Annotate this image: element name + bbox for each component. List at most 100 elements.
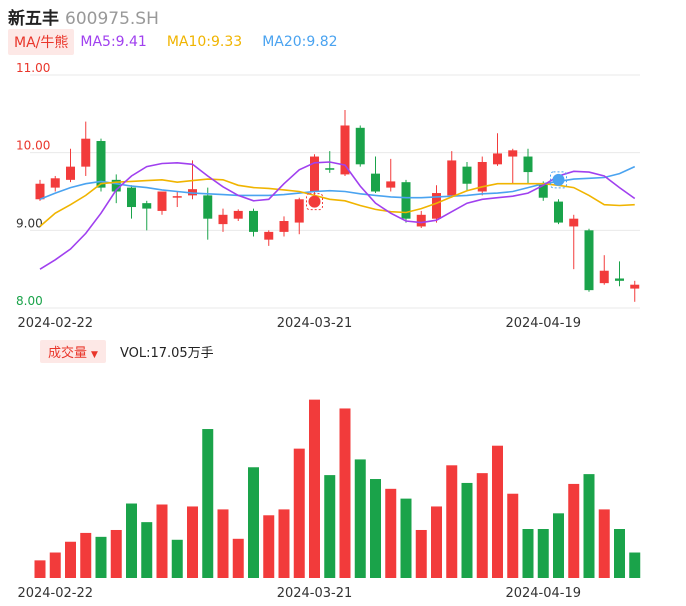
volume-value: VOL:17.05万手: [119, 345, 214, 361]
volume-bar: [49, 552, 61, 578]
ma5-legend: MA5:9.41: [80, 34, 147, 50]
volume-bar: [263, 515, 275, 578]
candle: [401, 182, 411, 219]
x-tick-label: 2024-03-21: [277, 316, 353, 331]
ma-legend: MA/牛熊 MA5:9.41 MA10:9.33 MA20:9.82: [8, 29, 358, 55]
bear-marker-frame: [550, 171, 567, 189]
candle: [569, 218, 579, 227]
candle: [127, 187, 136, 208]
volume-bar: [34, 560, 46, 578]
candle: [462, 166, 472, 184]
bull-marker-frame: [306, 193, 323, 211]
volume-bar: [156, 504, 168, 578]
candle: [584, 230, 594, 291]
candle: [233, 210, 243, 219]
stock-code: 600975.SH: [65, 9, 159, 29]
volume-bar: [80, 532, 92, 578]
candle: [523, 156, 533, 173]
candle: [416, 214, 426, 227]
volume-bar: [385, 488, 397, 578]
candle: [554, 201, 563, 223]
candle: [50, 178, 60, 188]
volume-bar: [187, 506, 198, 578]
stock-header: 新五丰 600975.SH: [8, 4, 159, 29]
candle: [371, 173, 380, 192]
volume-legend: 成交量 ▼ VOL:17.05万手: [40, 339, 214, 363]
candle: [218, 214, 228, 225]
candle: [615, 278, 624, 281]
volume-bar: [461, 482, 473, 578]
volume-bar: [629, 552, 641, 578]
ma-indicator-selector[interactable]: MA/牛熊: [8, 29, 75, 55]
x-tick-label: 2024-03-21: [277, 586, 353, 601]
volume-bar: [248, 467, 259, 578]
volume-bar: [598, 509, 610, 578]
ma5-line: [39, 161, 636, 270]
volume-bar: [171, 539, 183, 578]
candle: [477, 161, 487, 192]
volume-bar: [278, 509, 290, 578]
volume-bar: [400, 498, 412, 578]
candle: [447, 160, 457, 196]
y-tick-label: 8.00: [16, 294, 43, 308]
ma10-line: [39, 178, 635, 228]
candle: [142, 203, 152, 209]
volume-bar: [476, 473, 488, 578]
volume-bar: [553, 513, 564, 578]
volume-bar: [568, 483, 580, 578]
candle: [325, 168, 335, 170]
y-tick-label: 11.00: [16, 61, 50, 75]
bull-marker-icon: [308, 195, 321, 208]
y-tick-label: 9.00: [16, 216, 43, 230]
volume-bar: [110, 529, 122, 578]
ma20-legend: MA20:9.82: [262, 34, 338, 50]
volume-bar: [339, 408, 351, 578]
candle: [66, 166, 75, 180]
volume-bar: [583, 474, 595, 578]
candle: [279, 221, 289, 232]
volume-bar: [126, 503, 137, 578]
volume-bar: [415, 529, 427, 578]
volume-bar: [446, 465, 458, 578]
candle: [294, 199, 304, 223]
candle: [493, 153, 502, 165]
candle: [432, 193, 441, 219]
y-tick-label: 10.00: [16, 139, 50, 153]
candle: [96, 141, 106, 188]
volume-bar: [370, 479, 381, 578]
candle: [264, 231, 274, 240]
volume-bar: [431, 506, 442, 578]
ma20-line: [39, 165, 636, 201]
volume-bar: [202, 429, 214, 578]
volume-tag-label: 成交量: [48, 345, 88, 361]
x-tick-label: 2024-02-22: [17, 586, 93, 601]
candle: [508, 150, 518, 157]
volume-bar: [95, 536, 107, 578]
candle: [355, 127, 365, 165]
volume-bar: [354, 459, 366, 578]
volume-bar: [65, 541, 76, 578]
candle: [203, 195, 213, 219]
volume-bar: [537, 529, 549, 578]
volume-bar: [324, 475, 336, 578]
candle: [81, 138, 91, 167]
candle: [249, 210, 258, 232]
x-tick-label: 2024-04-19: [505, 586, 581, 601]
volume-indicator-selector[interactable]: 成交量 ▼: [40, 339, 106, 363]
bear-marker-icon: [552, 173, 565, 186]
candle: [310, 156, 319, 192]
volume-bar: [217, 509, 229, 578]
candle: [111, 179, 121, 192]
stock-name: 新五丰: [8, 9, 59, 29]
x-tick-label: 2024-02-22: [17, 316, 93, 331]
candle: [538, 183, 548, 198]
ma10-legend: MA10:9.33: [166, 34, 243, 50]
x-tick-label: 2024-04-19: [505, 316, 581, 331]
candle: [386, 181, 396, 188]
volume-bar: [309, 399, 320, 578]
candle: [157, 191, 167, 211]
candle: [599, 270, 609, 284]
volume-bar: [492, 445, 503, 578]
volume-bar: [293, 448, 305, 578]
